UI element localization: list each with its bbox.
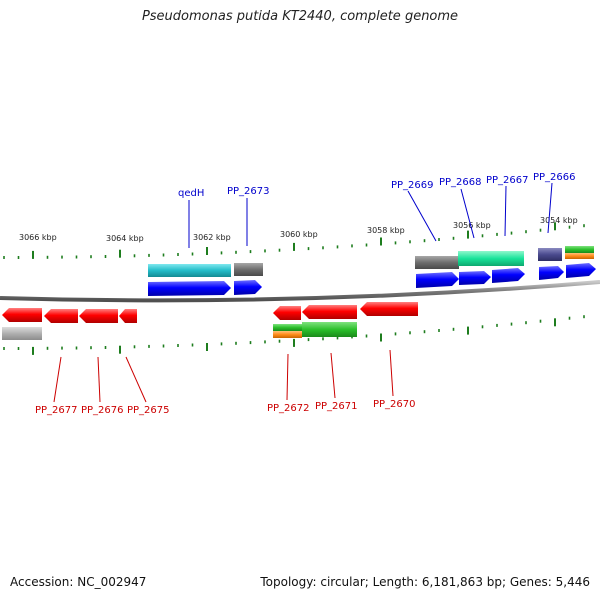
cds-arrow-pp2671[interactable] [302, 305, 357, 319]
gene-label-pp2668[interactable]: PP_2668 [439, 177, 482, 188]
scale-label-3064: 3064 kbp [106, 234, 144, 243]
gene-label-pp2671[interactable]: PP_2671 [315, 401, 358, 412]
scale-label-3058: 3058 kbp [367, 226, 405, 235]
bottom-label-leaders [53, 349, 394, 403]
scale-label-3062: 3062 kbp [193, 233, 231, 242]
feature-green-pp2671-gene[interactable] [302, 322, 357, 337]
top-label-leaders [188, 182, 553, 248]
forward-cds [148, 263, 596, 296]
cds-arrow-pp2670[interactable] [360, 302, 418, 316]
scale-label-3066: 3066 kbp [19, 233, 57, 242]
feature-gray-pp2669-gene[interactable] [415, 256, 459, 269]
feature-purple-pp2666-gene[interactable] [538, 248, 562, 261]
gene-label-pp2670[interactable]: PP_2670 [373, 399, 416, 410]
scale-label-3060: 3060 kbp [280, 230, 318, 239]
tick-row-inner [3, 315, 585, 355]
cds-arrow-qedh[interactable] [148, 281, 231, 296]
cds-arrow-pp2669[interactable] [416, 272, 459, 288]
cds-arrow-pp2676b[interactable] [79, 309, 118, 323]
cds-arrow-edge[interactable] [566, 263, 596, 278]
gene-label-pp2673[interactable]: PP_2673 [227, 186, 270, 197]
feature-gray-pp2673-gene[interactable] [234, 263, 263, 276]
genome-summary-text: Topology: circular; Length: 6,181,863 bp… [260, 575, 590, 589]
feature-teal-qedh-gene[interactable] [148, 264, 231, 277]
scale-labels: 3066 kbp 3064 kbp 3062 kbp 3060 kbp 3058… [19, 216, 578, 243]
feature-lightgray-pp2677-gene[interactable] [2, 327, 42, 340]
gene-label-pp2667[interactable]: PP_2667 [486, 175, 529, 186]
gene-label-pp2672[interactable]: PP_2672 [267, 403, 310, 414]
feature-orange-pp2672-gene[interactable] [273, 331, 302, 338]
gene-label-pp2666[interactable]: PP_2666 [533, 172, 576, 183]
gene-label-qedh[interactable]: qedH [178, 188, 204, 199]
gene-label-pp2675[interactable]: PP_2675 [127, 405, 170, 416]
feature-mint-pp2668-gene[interactable] [458, 251, 524, 266]
feature-orange-gene[interactable] [565, 253, 594, 259]
outer-features [148, 246, 594, 277]
cds-arrow-pp2675[interactable] [119, 309, 137, 323]
cds-arrow-pp2677[interactable] [2, 308, 42, 322]
cds-arrow-pp2676a[interactable] [44, 309, 78, 323]
cds-arrow-pp2666[interactable] [539, 266, 564, 280]
cds-arrow-pp2672[interactable] [273, 306, 301, 320]
cds-arrow-pp2668[interactable] [459, 271, 491, 285]
accession-text: Accession: NC_002947 [10, 575, 147, 589]
cds-arrow-pp2673[interactable] [234, 280, 262, 295]
feature-green-gene[interactable] [565, 246, 594, 253]
reverse-cds [2, 302, 418, 323]
gene-label-pp2677[interactable]: PP_2677 [35, 405, 78, 416]
tick-row-outer [3, 222, 585, 259]
scale-label-3054: 3054 kbp [540, 216, 578, 225]
feature-green-pp2672-gene[interactable] [273, 324, 302, 331]
top-gene-labels: qedH PP_2673 PP_2669 PP_2668 PP_2667 PP_… [178, 172, 576, 199]
genome-backbone [0, 280, 600, 303]
cds-arrow-pp2667[interactable] [492, 268, 525, 283]
page-title: Pseudomonas putida KT2440, complete geno… [141, 9, 459, 24]
inner-features [2, 322, 357, 340]
gene-label-pp2669[interactable]: PP_2669 [391, 180, 434, 191]
scale-label-3056: 3056 kbp [453, 221, 491, 230]
bottom-gene-labels: PP_2677 PP_2676 PP_2675 PP_2672 PP_2671 … [35, 399, 416, 416]
gene-label-pp2676[interactable]: PP_2676 [81, 405, 124, 416]
